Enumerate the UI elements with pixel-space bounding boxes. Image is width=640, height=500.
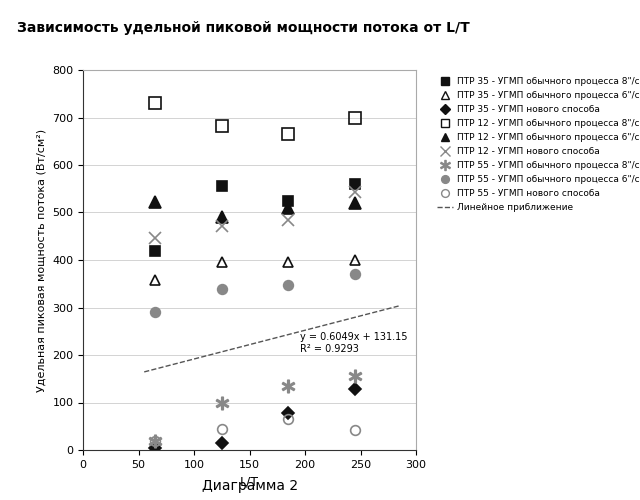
Text: Зависимость удельной пиковой мощности потока от L/T: Зависимость удельной пиковой мощности по… [17,21,470,35]
X-axis label: L/T: L/T [240,476,259,488]
Text: y = 0.6049x + 131.15
R² = 0.9293: y = 0.6049x + 131.15 R² = 0.9293 [300,332,407,354]
Legend: ПТР 35 - УГМП обычного процесса 8"/с, ПТР 35 - УГМП обычного процесса 6"/с, ПТР : ПТР 35 - УГМП обычного процесса 8"/с, ПТ… [434,74,640,214]
Text: Диаграмма 2: Диаграмма 2 [202,479,298,493]
Y-axis label: Удельная пиковая мощность потока (Вт/см²): Удельная пиковая мощность потока (Вт/см²… [36,128,47,392]
